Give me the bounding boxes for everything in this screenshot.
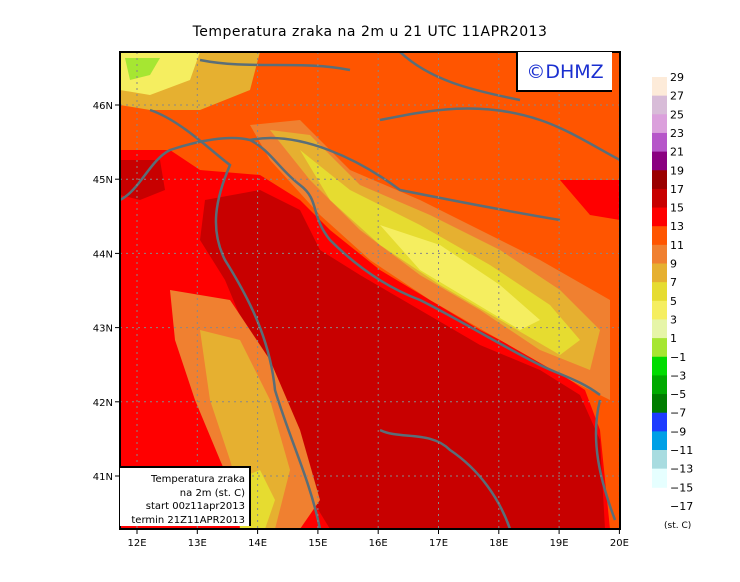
legend-label: −11: [670, 444, 693, 457]
lon-tick-label: 14E: [248, 538, 267, 549]
legend-label: −13: [670, 463, 693, 476]
legend-swatch: [652, 282, 667, 302]
lat-tick-label: 42N: [93, 398, 113, 409]
legend-swatch: [652, 431, 667, 451]
coastline-east: [120, 136, 601, 397]
field-alps-green: [125, 58, 160, 80]
lon-tick-label: 12E: [127, 538, 146, 549]
legend-swatch: [652, 394, 667, 414]
legend-swatch: [652, 356, 667, 376]
legend-swatch: [652, 188, 667, 209]
lon-tick-label: 15E: [308, 538, 327, 549]
legend-label: 1: [670, 332, 677, 345]
legend-swatch: [652, 114, 667, 134]
info-line-2: na 2m (st. C): [179, 487, 245, 499]
coastline-italy: [149, 108, 322, 529]
legend-swatch: [652, 338, 667, 358]
legend-swatch: [652, 95, 667, 115]
info-box: Temperatura zraka na 2m (st. C) start 00…: [120, 466, 251, 526]
lat-tick-label: 41N: [93, 472, 113, 483]
legend-swatch: [652, 77, 667, 97]
legend-label: 21: [670, 146, 684, 159]
legend-swatch: [652, 468, 667, 488]
legend-swatch: [652, 263, 667, 283]
lat-tick-label: 45N: [93, 175, 113, 186]
legend-swatch: [652, 300, 667, 320]
field-italy-gold: [200, 330, 290, 529]
legend-label: 9: [670, 258, 677, 271]
legend-swatch: [652, 319, 667, 339]
legend-swatch: [652, 450, 667, 470]
coastlines: [120, 52, 620, 529]
legend-label: −9: [670, 425, 686, 438]
lon-tick-label: 13E: [188, 538, 207, 549]
legend-swatch: [652, 412, 667, 432]
map-title: Temperatura zraka na 2m u 21 UTC 11APR20…: [192, 24, 548, 40]
legend-label: 13: [670, 220, 684, 233]
info-line-4: termin 21Z11APR2013: [131, 514, 245, 526]
legend-swatch: [652, 207, 667, 227]
color-legend: 29 27 25 23 21 19 17 15 13 11 9 7 5 3 1 −1 −3 −5 −7 −9 −11 −1…: [652, 71, 693, 531]
map-frame: [119, 51, 621, 530]
legend-label: 29: [670, 71, 684, 84]
lon-tick-label: 16E: [369, 538, 388, 549]
axis-ticks: 12E 13E 14E 15E 16E 17E 18E 19E 20E 46N 45N 44N 43N 4…: [93, 101, 629, 549]
coastline-albania: [594, 399, 617, 521]
legend-label: −17: [670, 500, 693, 513]
legend-label: −15: [670, 481, 693, 494]
country-borders: [199, 52, 620, 222]
legend-label: 27: [670, 90, 684, 103]
legend-label: −3: [670, 369, 686, 382]
legend-unit: (st. C): [664, 521, 691, 531]
lat-tick-label: 43N: [93, 324, 113, 335]
legend-label: 7: [670, 276, 677, 289]
legend-label: 11: [670, 239, 684, 252]
legend-label: −1: [670, 351, 686, 364]
legend-label: 15: [670, 202, 684, 215]
legend-label: 3: [670, 313, 677, 326]
lon-tick-label: 19E: [550, 538, 569, 549]
legend-label: 17: [670, 183, 684, 196]
legend-swatch: [652, 151, 667, 171]
lon-tick-label: 18E: [489, 538, 508, 549]
legend-swatch: [652, 375, 667, 395]
legend-label: 23: [670, 127, 684, 140]
field-dinaric-pale: [380, 225, 540, 330]
dhmz-logo: ©DHMZ: [516, 52, 612, 92]
info-line-1: Temperatura zraka: [151, 474, 245, 485]
legend-label: −5: [670, 388, 686, 401]
legend-swatch: [652, 244, 667, 264]
lon-tick-label: 17E: [429, 538, 448, 549]
lon-tick-label: 20E: [610, 538, 629, 549]
legend-swatch: [652, 226, 667, 246]
legend-swatch: [652, 170, 667, 190]
temperature-field: [120, 52, 620, 529]
legend-label: 19: [670, 164, 684, 177]
legend-label: 5: [670, 295, 677, 308]
field-red-east: [560, 180, 620, 220]
legend-label: 25: [670, 108, 684, 121]
lat-tick-label: 46N: [93, 101, 113, 112]
legend-swatch: [652, 132, 667, 153]
info-line-3: start 00z11apr2013: [145, 501, 245, 512]
legend-label: −7: [670, 407, 686, 420]
lat-tick-label: 44N: [93, 249, 113, 260]
